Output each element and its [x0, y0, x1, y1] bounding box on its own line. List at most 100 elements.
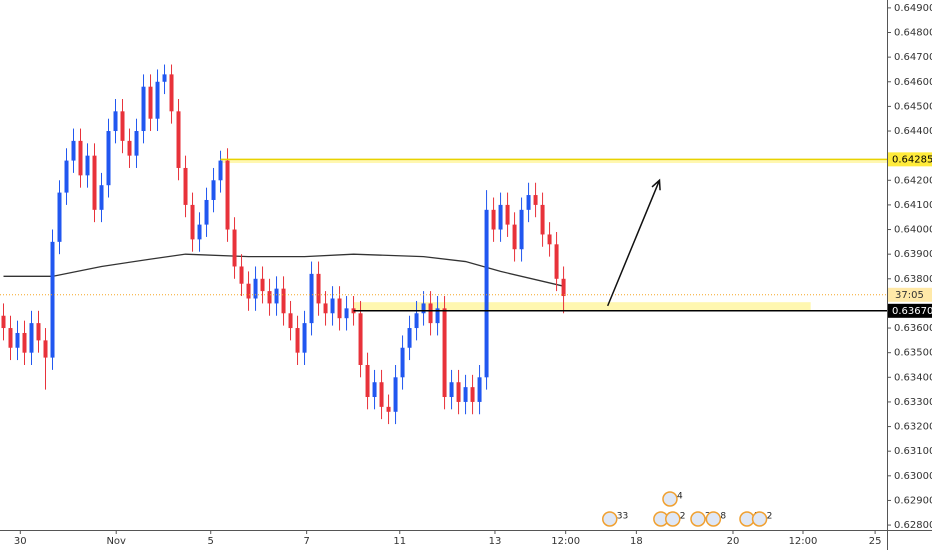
candle-body [106, 131, 111, 186]
zone [220, 159, 888, 164]
y-tick-label: 0.63300 [894, 397, 932, 408]
candle-body [169, 74, 174, 112]
y-tick-label: 0.64900 [894, 3, 932, 14]
y-tick-label: 0.63800 [894, 274, 932, 285]
y-tick-label: 0.64200 [894, 175, 932, 186]
candle-body [113, 111, 118, 132]
y-tick-label: 0.63400 [894, 372, 932, 383]
candle-body [456, 382, 461, 402]
x-tick-label: 12:00 [789, 536, 818, 547]
candle-body [323, 303, 328, 314]
candle-body [36, 323, 41, 341]
x-tick-label: 13 [489, 536, 502, 547]
candle-body [533, 195, 538, 205]
candle-body [421, 303, 426, 314]
candle-body [470, 387, 475, 402]
candle-body [120, 111, 125, 141]
candle-body [253, 278, 258, 299]
candle-body [540, 204, 545, 235]
candle-body [365, 364, 370, 398]
candle-body [337, 298, 342, 319]
x-tick-label: 5 [208, 536, 214, 547]
candle-body [379, 382, 384, 407]
candle-body [260, 278, 265, 292]
event-icon [665, 511, 681, 527]
candle-body [15, 332, 20, 348]
price-tag-label: 0.64285 [892, 154, 932, 165]
candle-body [491, 209, 496, 230]
candle-body [477, 377, 482, 402]
candle-body [225, 160, 230, 230]
candle-body [442, 308, 447, 398]
candle-body [463, 387, 468, 402]
candle-body [8, 328, 13, 348]
y-tick-label: 0.62800 [894, 520, 932, 531]
candle-body [267, 291, 272, 304]
y-tick-label: 0.63200 [894, 422, 932, 433]
x-tick-label: 20 [727, 536, 740, 547]
candle-body [400, 347, 405, 378]
candle-body [498, 204, 503, 230]
candle-body [211, 180, 216, 200]
candle-body [218, 160, 223, 181]
candle-body [85, 155, 90, 176]
candle-body [281, 288, 286, 314]
candle-body [393, 377, 398, 412]
candle-body [162, 74, 167, 82]
event-icon [662, 491, 678, 507]
candle-body [29, 323, 34, 353]
candle-body [183, 167, 188, 205]
event-count: 33 [617, 512, 628, 522]
event-count: 8 [720, 512, 726, 522]
price-tag-label: 0.63670 [892, 306, 932, 317]
candle-body [344, 308, 349, 319]
event-icon [602, 511, 618, 527]
candle-body [547, 234, 552, 245]
x-tick-label: 11 [393, 536, 406, 547]
candle-body [561, 278, 566, 297]
candle-body [519, 209, 524, 250]
y-tick-label: 0.63600 [894, 323, 932, 334]
candle-body [246, 283, 251, 299]
candle-body [414, 313, 419, 329]
event-icon [751, 511, 768, 527]
candle-body [505, 204, 510, 225]
y-tick-label: 0.63500 [894, 348, 932, 359]
candle-body [176, 111, 181, 168]
candle-body [316, 273, 321, 304]
candle-body [309, 273, 314, 324]
candle-body [330, 298, 335, 314]
event-count: 4 [677, 492, 683, 502]
candle-body [43, 340, 48, 358]
x-tick-label: 7 [303, 536, 309, 547]
x-tick-label: 18 [630, 536, 643, 547]
event-count: 2 [767, 512, 773, 522]
arrow [606, 178, 661, 307]
x-tick-label: Nov [106, 536, 126, 547]
price-tag [888, 303, 932, 318]
candle-body [302, 323, 307, 353]
candle-body [274, 288, 279, 304]
candle-body [288, 313, 293, 329]
candle-body [64, 160, 69, 193]
y-tick-label: 0.64100 [894, 200, 932, 211]
y-tick-label: 0.64000 [894, 225, 932, 236]
y-tick-label: 0.64500 [894, 101, 932, 112]
candle-body [190, 204, 195, 240]
y-tick-label: 0.63900 [894, 249, 932, 260]
candle-body [484, 209, 489, 378]
candle-body [554, 244, 559, 279]
zone [353, 302, 811, 311]
candle-body [1, 315, 6, 329]
x-tick-label: 12:00 [551, 536, 580, 547]
event-icon [705, 511, 722, 527]
candle-body [134, 131, 139, 156]
candle-body [435, 308, 440, 324]
candle-body [358, 313, 363, 365]
price-tag [888, 152, 932, 167]
candle-body [71, 140, 76, 161]
event-count: 2 [680, 512, 686, 522]
candle-body [232, 229, 237, 267]
candle-body [386, 406, 391, 412]
